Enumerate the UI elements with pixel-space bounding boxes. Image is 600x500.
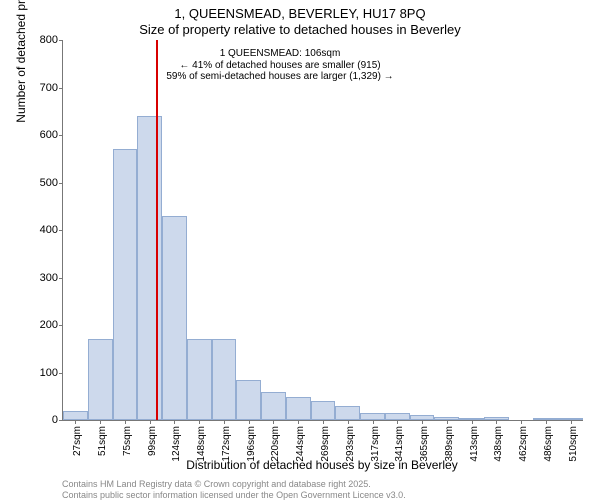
annotation-box: 1 QUEENSMEAD: 106sqm ← 41% of detached h… (166, 48, 393, 83)
footer-line-2: Contains public sector information licen… (62, 490, 582, 500)
xtick-label: 75sqm (122, 426, 133, 456)
title-line-2: Size of property relative to detached ho… (0, 22, 600, 37)
xtick-mark (323, 420, 324, 424)
chart-container: 1, QUEENSMEAD, BEVERLEY, HU17 8PQ Size o… (0, 0, 600, 500)
footer-text: Contains HM Land Registry data © Crown c… (62, 479, 582, 500)
ytick-label: 600 (22, 129, 58, 141)
ytick-mark (59, 135, 63, 136)
ytick-label: 800 (22, 34, 58, 46)
xtick-mark (496, 420, 497, 424)
histogram-bar (360, 413, 385, 420)
xtick-mark (273, 420, 274, 424)
xtick-mark (348, 420, 349, 424)
plot-area: 1 QUEENSMEAD: 106sqm ← 41% of detached h… (62, 40, 583, 421)
marker-line (156, 40, 158, 420)
xtick-mark (472, 420, 473, 424)
xtick-mark (150, 420, 151, 424)
histogram-bar (335, 406, 360, 420)
ytick-label: 300 (22, 272, 58, 284)
histogram-bar (311, 401, 336, 420)
ytick-mark (59, 88, 63, 89)
xtick-label: 27sqm (72, 426, 83, 456)
xtick-mark (298, 420, 299, 424)
histogram-bar (162, 216, 187, 420)
xtick-mark (447, 420, 448, 424)
xtick-mark (546, 420, 547, 424)
histogram-bar (63, 411, 88, 421)
histogram-bar (385, 413, 410, 420)
xtick-label: 220sqm (270, 426, 281, 462)
ytick-mark (59, 373, 63, 374)
ytick-label: 700 (22, 82, 58, 94)
ytick-label: 0 (22, 414, 58, 426)
xtick-mark (224, 420, 225, 424)
xtick-label: 99sqm (147, 426, 158, 456)
ytick-mark (59, 40, 63, 41)
xtick-label: 510sqm (568, 426, 579, 462)
xtick-mark (75, 420, 76, 424)
xtick-label: 365sqm (419, 426, 430, 462)
ytick-label: 200 (22, 319, 58, 331)
x-axis-label: Distribution of detached houses by size … (62, 458, 582, 472)
histogram-bar (286, 397, 311, 420)
xtick-mark (199, 420, 200, 424)
xtick-label: 196sqm (246, 426, 257, 462)
xtick-label: 389sqm (444, 426, 455, 462)
xtick-label: 438sqm (493, 426, 504, 462)
xtick-mark (373, 420, 374, 424)
xtick-mark (571, 420, 572, 424)
xtick-label: 148sqm (196, 426, 207, 462)
xtick-mark (422, 420, 423, 424)
footer-line-1: Contains HM Land Registry data © Crown c… (62, 479, 582, 489)
xtick-mark (249, 420, 250, 424)
ytick-mark (59, 325, 63, 326)
xtick-label: 462sqm (518, 426, 529, 462)
ytick-label: 500 (22, 177, 58, 189)
xtick-label: 124sqm (171, 426, 182, 462)
histogram-bar (113, 149, 138, 420)
xtick-mark (125, 420, 126, 424)
annotation-line-3: 59% of semi-detached houses are larger (… (166, 71, 393, 83)
xtick-mark (100, 420, 101, 424)
title-line-1: 1, QUEENSMEAD, BEVERLEY, HU17 8PQ (0, 6, 600, 21)
histogram-bar (236, 380, 261, 420)
xtick-mark (521, 420, 522, 424)
xtick-label: 51sqm (97, 426, 108, 456)
ytick-mark (59, 183, 63, 184)
ytick-mark (59, 278, 63, 279)
histogram-bar (88, 339, 113, 420)
xtick-label: 317sqm (370, 426, 381, 462)
xtick-label: 413sqm (469, 426, 480, 462)
xtick-label: 341sqm (394, 426, 405, 462)
annotation-line-1: 1 QUEENSMEAD: 106sqm (166, 48, 393, 60)
xtick-label: 244sqm (295, 426, 306, 462)
ytick-label: 100 (22, 367, 58, 379)
xtick-label: 172sqm (221, 426, 232, 462)
histogram-bar (261, 392, 286, 421)
annotation-line-2: ← 41% of detached houses are smaller (91… (166, 60, 393, 72)
ytick-mark (59, 420, 63, 421)
ytick-label: 400 (22, 224, 58, 236)
xtick-label: 293sqm (345, 426, 356, 462)
xtick-mark (174, 420, 175, 424)
xtick-label: 486sqm (543, 426, 554, 462)
xtick-label: 269sqm (320, 426, 331, 462)
xtick-mark (397, 420, 398, 424)
histogram-bar (212, 339, 237, 420)
ytick-mark (59, 230, 63, 231)
histogram-bar (187, 339, 212, 420)
